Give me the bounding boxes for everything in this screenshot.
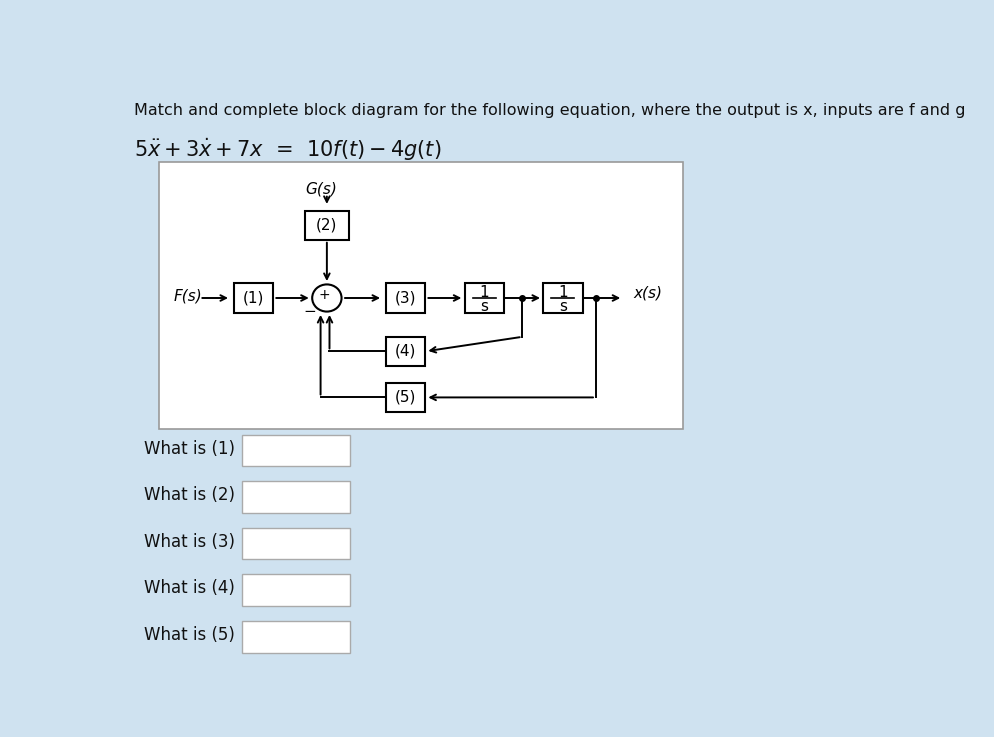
Text: 10: 10 — [249, 440, 271, 458]
Text: Choose...: Choose... — [249, 533, 327, 551]
Text: What is (5): What is (5) — [143, 626, 235, 644]
FancyBboxPatch shape — [242, 574, 350, 606]
Text: What is (4): What is (4) — [143, 579, 235, 598]
FancyBboxPatch shape — [242, 481, 350, 513]
Text: Choose...: Choose... — [249, 579, 327, 598]
Text: 4: 4 — [249, 486, 260, 504]
Text: Match and complete block diagram for the following equation, where the output is: Match and complete block diagram for the… — [133, 102, 964, 118]
Text: What is (1): What is (1) — [143, 440, 235, 458]
Text: ▾: ▾ — [338, 584, 345, 596]
Text: What is (3): What is (3) — [143, 533, 235, 551]
FancyBboxPatch shape — [242, 528, 350, 559]
Text: ▾: ▾ — [338, 444, 345, 457]
Text: ▾: ▾ — [338, 537, 345, 550]
Text: ▾: ▾ — [338, 491, 345, 503]
FancyBboxPatch shape — [242, 621, 350, 652]
FancyBboxPatch shape — [159, 162, 683, 429]
Text: Choose...: Choose... — [249, 626, 327, 644]
Text: ▾: ▾ — [338, 630, 345, 643]
FancyBboxPatch shape — [242, 435, 350, 467]
Text: What is (2): What is (2) — [143, 486, 235, 504]
Text: $5\ddot{x}+3\dot{x}+7x$  =  $10f(t)-4g(t)$: $5\ddot{x}+3\dot{x}+7x$ = $10f(t)-4g(t)$ — [133, 136, 440, 164]
